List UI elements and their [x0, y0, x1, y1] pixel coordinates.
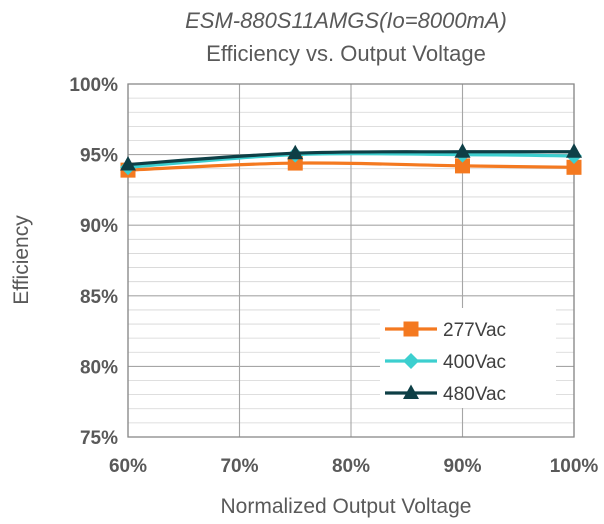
data-point [287, 144, 304, 160]
y-tick-label: 95% [80, 146, 118, 167]
series-line [127, 150, 575, 167]
x-axis-ticks: 60% 70% 80% 90% 100% [109, 456, 598, 477]
chart-title: ESM-880S11AMGS(Io=8000mA) [185, 8, 507, 33]
data-point [454, 143, 471, 158]
legend-label: 277Vac [443, 320, 506, 341]
x-axis-label: Normalized Output Voltage [221, 495, 472, 518]
x-tick-label: 80% [332, 456, 370, 477]
y-tick-label: 80% [80, 357, 118, 378]
legend-marker [403, 321, 419, 337]
series-line [127, 152, 575, 169]
legend-marker [403, 353, 419, 369]
legend-item: 400Vac [385, 352, 506, 373]
data-point [120, 155, 136, 171]
y-tick-label: 75% [80, 428, 118, 449]
data-point [566, 159, 582, 175]
legend-item: 480Vac [385, 384, 506, 405]
x-tick-label: 100% [550, 456, 599, 477]
x-tick-label: 60% [109, 456, 147, 477]
data-point [566, 143, 582, 158]
y-tick-label: 85% [80, 287, 118, 308]
data-point [287, 155, 303, 171]
series-480Vac [120, 143, 582, 171]
y-axis-ticks: 75% 80% 85% 90% 95% 100% [69, 75, 118, 449]
series-layer [120, 143, 582, 178]
data-point [455, 158, 470, 174]
chart-subtitle: Efficiency vs. Output Voltage [206, 41, 486, 66]
legend-label: 480Vac [443, 384, 506, 405]
legend-item: 277Vac [385, 320, 506, 341]
y-tick-label: 100% [69, 75, 118, 96]
x-tick-label: 90% [443, 456, 481, 477]
legend-label: 400Vac [443, 352, 506, 373]
series-line [127, 161, 575, 172]
legend: 277Vac 400Vac 480Vac [380, 308, 556, 408]
legend-marker [403, 384, 419, 399]
plot-area-border [127, 83, 575, 438]
y-tick-label: 90% [80, 216, 118, 237]
y-axis-label: Efficiency [10, 215, 33, 305]
x-tick-label: 70% [220, 456, 258, 477]
